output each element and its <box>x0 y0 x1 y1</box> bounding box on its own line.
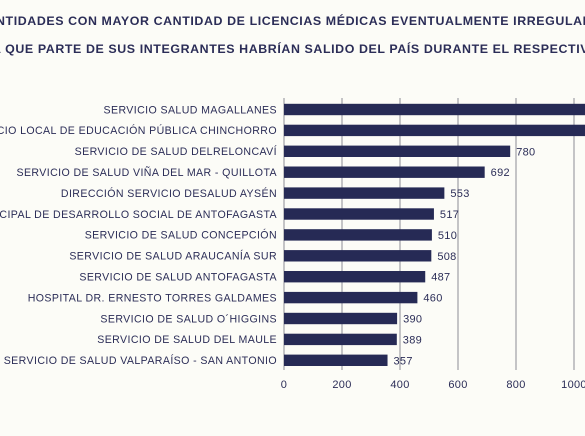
value-label-7: 510 <box>438 230 457 242</box>
category-label-3: SERVICIO DE SALUD DELRELONCAVÍ <box>75 145 277 158</box>
category-label-5: DIRECCIÓN SERVICIO DESALUD AYSÉN <box>61 187 277 200</box>
bar-10 <box>284 291 418 304</box>
x-tick-label-200: 200 <box>332 379 351 391</box>
value-label-6: 517 <box>440 209 459 221</box>
value-label-12: 389 <box>403 334 422 346</box>
value-label-10: 460 <box>423 293 442 305</box>
value-label-13: 357 <box>394 355 413 367</box>
chart-title: NTIDADES CON MAYOR CANTIDAD DE LICENCIAS… <box>0 13 585 56</box>
bar-4 <box>284 166 485 178</box>
category-label-8: SERVICIO DE SALUD ARAUCANÍA SUR <box>69 250 277 263</box>
bar-3 <box>284 145 511 157</box>
bar-9 <box>284 271 426 283</box>
category-label-4: SERVICIO DE SALUD VIÑA DEL MAR - QUILLOT… <box>16 166 277 179</box>
value-label-5: 553 <box>450 188 469 200</box>
value-label-9: 487 <box>431 272 450 284</box>
x-tick-label-1000: 1000 <box>561 379 585 391</box>
title-line-1: NTIDADES CON MAYOR CANTIDAD DE LICENCIAS… <box>0 13 585 28</box>
category-label-1: SERVICIO SALUD MAGALLANES <box>104 104 277 116</box>
category-label-10: HOSPITAL DR. ERNESTO TORRES GALDAMES <box>28 292 277 304</box>
value-label-3: 780 <box>516 146 535 158</box>
x-tick-label-0: 0 <box>281 379 287 391</box>
x-tick-label-400: 400 <box>390 379 409 391</box>
bar-8 <box>284 250 432 262</box>
bar-6 <box>284 208 434 220</box>
x-tick-label-600: 600 <box>448 379 467 391</box>
category-label-2: CIO LOCAL DE EDUCACIÓN PÚBLICA CHINCHORR… <box>0 124 277 137</box>
x-axis-ticks: 0 200 400 600 800 1000 <box>281 379 585 391</box>
category-label-13: SERVICIO DE SALUD VALPARAÍSO - SAN ANTON… <box>4 354 277 367</box>
bar-7 <box>284 229 432 241</box>
category-label-9: SERVICIO DE SALUD ANTOFAGASTA <box>79 272 277 284</box>
bar-1 <box>284 103 585 116</box>
category-label-6: ICIPAL DE DESARROLLO SOCIAL DE ANTOFAGAS… <box>0 209 278 221</box>
value-label-4: 692 <box>491 167 510 179</box>
bar-11 <box>284 312 398 325</box>
x-tick-label-800: 800 <box>506 379 525 391</box>
value-label-8: 508 <box>437 251 456 263</box>
bar-5 <box>284 187 445 199</box>
bar-12 <box>284 333 397 346</box>
category-label-11: SERVICIO DE SALUD O´HIGGINS <box>100 313 277 325</box>
title-line-2: A QUE PARTE DE SUS INTEGRANTES HABRÍAN S… <box>0 41 585 56</box>
category-label-7: SERVICIO DE SALUD CONCEPCIÓN <box>85 229 277 242</box>
bars <box>284 103 585 366</box>
bar-2 <box>284 124 585 137</box>
category-labels: SERVICIO SALUD MAGALLANES CIO LOCAL DE ED… <box>0 104 278 367</box>
bar-13 <box>284 354 388 366</box>
category-label-12: SERVICIO DE SALUD DEL MAULE <box>97 334 277 346</box>
value-label-11: 390 <box>403 314 422 326</box>
